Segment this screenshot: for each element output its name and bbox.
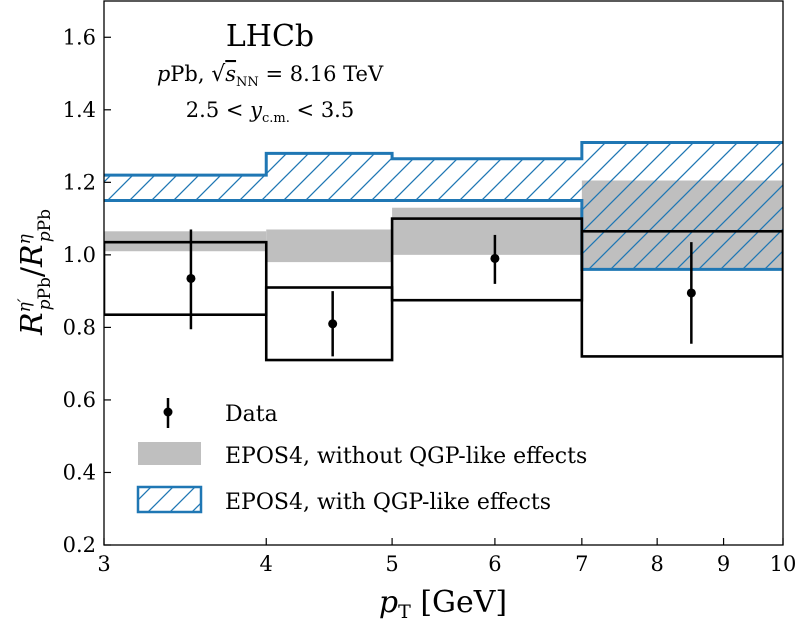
system-label: pPb, √sNN = 8.16 TeV xyxy=(157,62,384,90)
epos4-qgp-band xyxy=(392,158,582,201)
plot-frame xyxy=(103,0,784,546)
y-axis-title: Rη′pPb/RηpPb xyxy=(15,209,55,336)
legend-label-data: Data xyxy=(225,402,278,427)
x-tick-label: 8 xyxy=(650,552,663,576)
legend-swatch-qgp xyxy=(136,485,203,514)
y-tick-label: 1.2 xyxy=(63,170,96,194)
data-syst-box xyxy=(104,240,268,317)
x-tick-label: 3 xyxy=(97,552,110,576)
y-axis: 0.2 0.4 0.6 0.8 1.0 1.2 1.4 1.6 xyxy=(63,25,111,557)
x-axis-title: pT [GeV] xyxy=(379,585,507,623)
x-tick-label: 9 xyxy=(717,552,730,576)
data-point xyxy=(490,253,500,263)
y-tick-label: 1.4 xyxy=(63,98,96,122)
y-tick-label: 0.4 xyxy=(63,460,96,484)
data-point xyxy=(186,273,196,283)
x-tick-label: 6 xyxy=(488,552,501,576)
y-tick-label: 0.6 xyxy=(63,388,96,412)
data-point xyxy=(686,288,696,298)
epos4-qgp-band xyxy=(104,175,267,201)
epos4-qgp-band xyxy=(581,142,783,270)
x-tick-label: 10 xyxy=(770,552,797,576)
data-syst-box xyxy=(264,286,394,362)
legend: Data EPOS4, without QGP-like effects EPO… xyxy=(136,398,587,515)
legend-label-no-qgp: EPOS4, without QGP-like effects xyxy=(225,444,587,469)
x-axis: 3 4 5 6 7 8 9 10 xyxy=(97,538,796,576)
y-tick-label: 1.6 xyxy=(63,25,96,49)
epos4-no-qgp-band xyxy=(392,207,582,255)
epos4-qgp-band xyxy=(266,153,393,201)
x-tick-label: 7 xyxy=(575,552,588,576)
y-tick-label: 0.2 xyxy=(63,533,96,557)
x-tick-label: 5 xyxy=(385,552,398,576)
data-point xyxy=(328,319,338,329)
y-tick-label: 0.8 xyxy=(63,315,96,339)
epos4-qgp-lower-edge xyxy=(104,198,783,271)
legend-label-qgp: EPOS4, with QGP-like effects xyxy=(225,490,551,515)
rapidity-label: 2.5 < yc.m. < 3.5 xyxy=(186,98,354,126)
legend-data-marker xyxy=(163,398,173,428)
y-tick-label: 1.0 xyxy=(63,243,96,267)
epos4-qgp-upper-edge xyxy=(104,140,783,177)
experiment-label: LHCb xyxy=(226,19,314,54)
epos4-no-qgp-band xyxy=(266,229,393,263)
legend-swatch-no-qgp xyxy=(138,442,201,465)
x-tick-label: 4 xyxy=(260,552,273,576)
